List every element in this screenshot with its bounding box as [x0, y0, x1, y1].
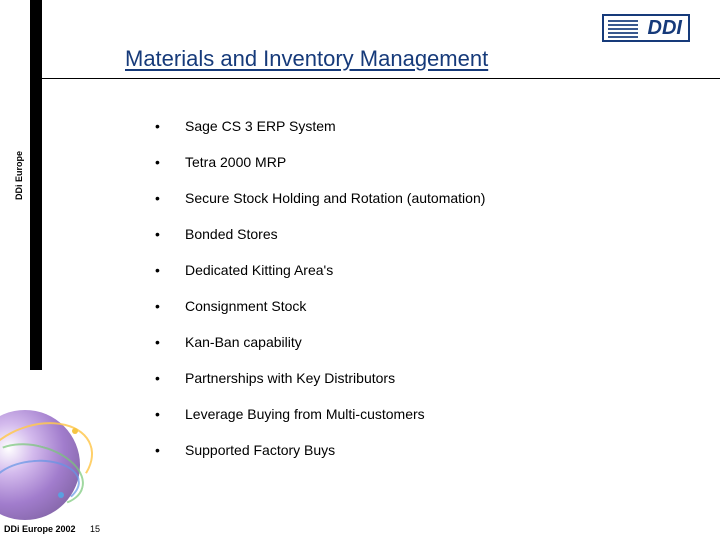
logo-text: DDI [648, 17, 682, 40]
bullet-item: Dedicated Kitting Area's [155, 262, 675, 278]
bullet-item: Kan-Ban capability [155, 334, 675, 350]
ddi-logo: DDI [602, 14, 690, 42]
left-vertical-bar [30, 0, 42, 370]
slide-title: Materials and Inventory Management [125, 46, 488, 72]
decorative-globe-icon [0, 400, 95, 520]
bullet-item: Bonded Stores [155, 226, 675, 242]
bullet-item: Secure Stock Holding and Rotation (autom… [155, 190, 675, 206]
side-brand-label: DDi Europe [14, 151, 24, 200]
footer-copyright: DDi Europe 2002 [4, 524, 76, 534]
bullet-item: Leverage Buying from Multi-customers [155, 406, 675, 422]
bullet-list: Sage CS 3 ERP System Tetra 2000 MRP Secu… [155, 118, 675, 478]
bullet-item: Partnerships with Key Distributors [155, 370, 675, 386]
bullet-item: Tetra 2000 MRP [155, 154, 675, 170]
footer-page-number: 15 [90, 524, 100, 534]
logo-stripes [608, 20, 638, 38]
bullet-item: Sage CS 3 ERP System [155, 118, 675, 134]
title-divider [42, 78, 720, 79]
bullet-item: Consignment Stock [155, 298, 675, 314]
bullet-item: Supported Factory Buys [155, 442, 675, 458]
